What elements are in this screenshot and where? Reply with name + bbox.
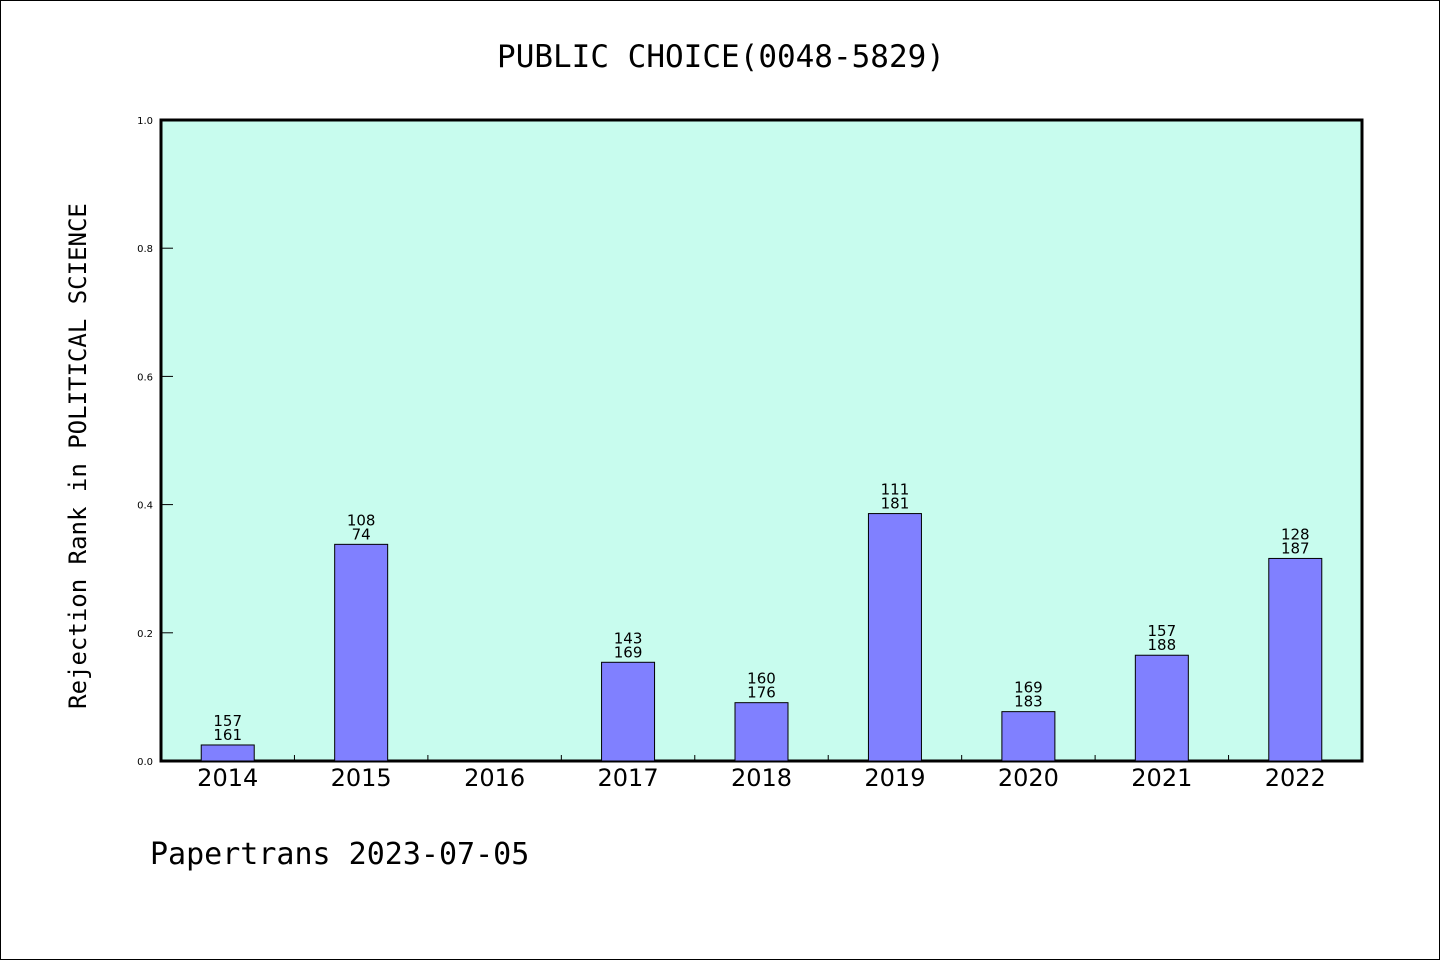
bar-2021 <box>1134 654 1189 762</box>
y-tick-label: 0.2 <box>137 629 153 640</box>
x-tick-label: 2019 <box>864 764 925 792</box>
x-tick-label: 2016 <box>464 764 525 792</box>
bar-label-bottom: 183 <box>1014 693 1043 711</box>
bar-2020 <box>1001 711 1056 762</box>
x-tick-label: 2022 <box>1265 764 1326 792</box>
bar-label-top: 169 <box>1014 679 1043 697</box>
x-tick-label: 2014 <box>197 764 258 792</box>
bar-label-top: 157 <box>213 712 242 730</box>
y-tick-label: 0.8 <box>137 244 153 255</box>
bar-2014 <box>200 744 255 762</box>
x-tick-label: 2018 <box>731 764 792 792</box>
bar-labels: 1571611087414316916017611118116918315718… <box>213 481 1309 744</box>
bar-label-top: 108 <box>347 511 376 529</box>
y-axis-ticks: 0.0 0.2 0.4 0.6 0.8 1.0 <box>137 116 173 768</box>
x-tick-label: 2017 <box>598 764 659 792</box>
x-tick-label: 2015 <box>331 764 392 792</box>
bar-2015 <box>334 543 389 762</box>
bar-label-top: 111 <box>881 481 910 499</box>
y-tick-label: 0.6 <box>137 372 153 383</box>
bar-label-top: 128 <box>1281 525 1310 543</box>
bar-label-bottom: 161 <box>213 726 242 744</box>
x-tick-label: 2020 <box>998 764 1059 792</box>
y-tick-label: 1.0 <box>137 116 153 127</box>
x-tick-label: 2021 <box>1131 764 1192 792</box>
y-axis-label: Rejection Rank in POLITICAL SCIENCE <box>64 203 92 709</box>
bar-label-bottom: 169 <box>614 643 643 661</box>
footer-credit: Papertrans 2023-07-05 <box>150 837 529 872</box>
bar-label-top: 143 <box>614 629 643 647</box>
chart-title: PUBLIC CHOICE(0048-5829) <box>497 39 945 75</box>
bar-2022 <box>1268 557 1323 762</box>
bar-label-bottom: 181 <box>881 495 910 513</box>
bar-2017 <box>601 661 656 762</box>
bars <box>200 513 1323 762</box>
bar-2019 <box>867 513 922 762</box>
bar-label-bottom: 176 <box>747 684 776 702</box>
bar-label-bottom: 74 <box>352 525 371 543</box>
bar-2018 <box>734 702 789 762</box>
x-axis-ticks: 2014 2015 2016 2017 2018 2019 2020 2021 2022 <box>197 755 1326 792</box>
bar-label-top: 157 <box>1148 622 1177 640</box>
y-tick-label: 0.0 <box>137 757 153 768</box>
bar-label-bottom: 188 <box>1148 636 1177 654</box>
bar-label-top: 160 <box>747 670 776 688</box>
y-tick-label: 0.4 <box>137 501 153 512</box>
bar-label-bottom: 187 <box>1281 539 1310 557</box>
